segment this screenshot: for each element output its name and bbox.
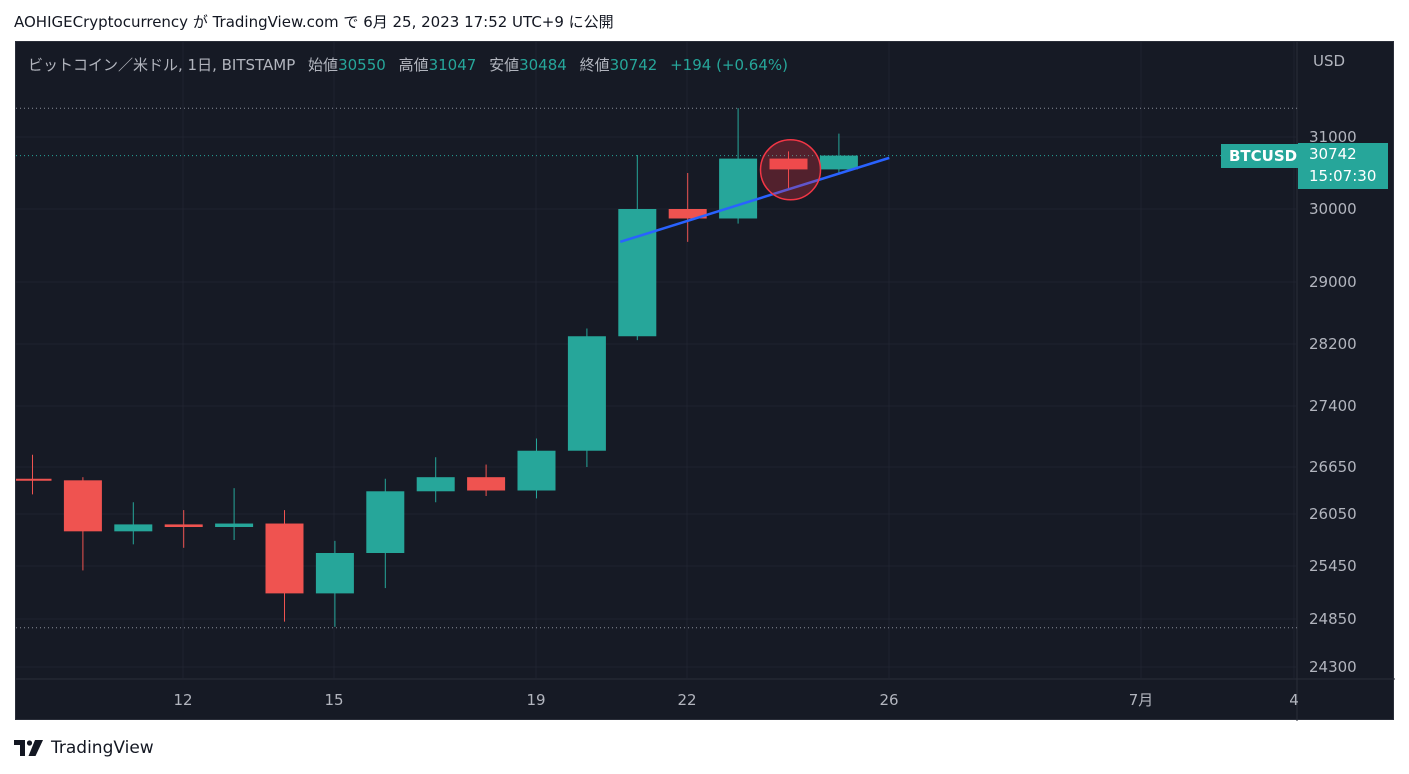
- candle-body: [467, 477, 506, 491]
- legend-low-value: 30484: [519, 56, 567, 74]
- symbol-tag: BTCUSD: [1221, 144, 1306, 168]
- legend-low-label: 安値: [489, 56, 520, 74]
- last-price-tag: 30742 15:07:30: [1298, 143, 1388, 189]
- candle-body: [517, 450, 556, 491]
- legend-open-value: 30550: [338, 56, 386, 74]
- y-axis-tick-label: 26050: [1309, 505, 1357, 523]
- y-axis-tick-label: 30000: [1309, 200, 1357, 218]
- candle-body: [164, 524, 203, 527]
- candle-body: [315, 553, 354, 594]
- candle-body: [416, 477, 455, 492]
- candle-body: [114, 524, 153, 532]
- candle-body: [366, 491, 405, 553]
- candle-body: [63, 480, 102, 532]
- bar-countdown: 15:07:30: [1309, 167, 1377, 185]
- chart-legend: ビットコイン／米ドル, 1日, BITSTAMP 始値30550 高値31047…: [28, 54, 788, 75]
- tradingview-logo[interactable]: TradingView: [14, 737, 154, 759]
- legend-high-label: 高値: [398, 56, 429, 74]
- chart-pane[interactable]: 31000 30000 29000 28200 27400 26650 26050 25450…: [15, 41, 1395, 721]
- trendline: [619, 156, 890, 244]
- legend-high-value: 31047: [428, 56, 477, 74]
- legend-change: +194 (+0.64%): [670, 56, 788, 74]
- candle-body: [215, 523, 254, 527]
- candle-body: [567, 336, 606, 451]
- y-axis-tick-label: 28200: [1309, 335, 1357, 353]
- legend-open-label: 始値: [308, 56, 339, 74]
- publish-header: AOHIGECryptocurrency が TradingView.com で…: [14, 13, 614, 31]
- y-axis-tick-label: 29000: [1309, 273, 1357, 291]
- last-price-value: 30742: [1309, 145, 1357, 163]
- y-axis-tick-label: 26650: [1309, 458, 1357, 476]
- x-axis-tick-label: 12: [173, 691, 192, 709]
- candle-body: [16, 478, 52, 481]
- price-scale-currency[interactable]: USD: [1313, 52, 1346, 70]
- tradingview-brand: TradingView: [51, 738, 154, 758]
- legend-symbol-info: ビットコイン／米ドル, 1日, BITSTAMP: [28, 56, 296, 74]
- candle-body: [769, 158, 808, 170]
- candle-body: [819, 155, 858, 170]
- candle-body: [618, 209, 657, 337]
- y-axis-tick-label: 25450: [1309, 557, 1357, 575]
- candlestick-chart[interactable]: 31000 30000 29000 28200 27400 26650 26050 25450…: [16, 42, 1395, 721]
- candle-body: [265, 523, 304, 594]
- tradingview-logo-icon: [14, 740, 43, 756]
- y-axis-tick-label: 31000: [1309, 128, 1357, 146]
- x-axis-tick-label: 4: [1289, 691, 1299, 709]
- x-axis-tick-label: 7月: [1129, 691, 1154, 709]
- y-axis-tick-label: 27400: [1309, 397, 1357, 415]
- y-axis-tick-label: 24850: [1309, 610, 1357, 628]
- legend-close-value: 30742: [609, 56, 658, 74]
- y-axis-tick-label: 24300: [1309, 658, 1357, 676]
- x-axis-tick-label: 22: [677, 691, 696, 709]
- x-axis-tick-label: 26: [879, 691, 898, 709]
- legend-close-label: 終値: [579, 56, 610, 74]
- x-axis-tick-label: 15: [324, 691, 343, 709]
- candle-body: [668, 209, 707, 219]
- highlight-circle-marker: [759, 139, 822, 201]
- x-axis-tick-label: 19: [526, 691, 545, 709]
